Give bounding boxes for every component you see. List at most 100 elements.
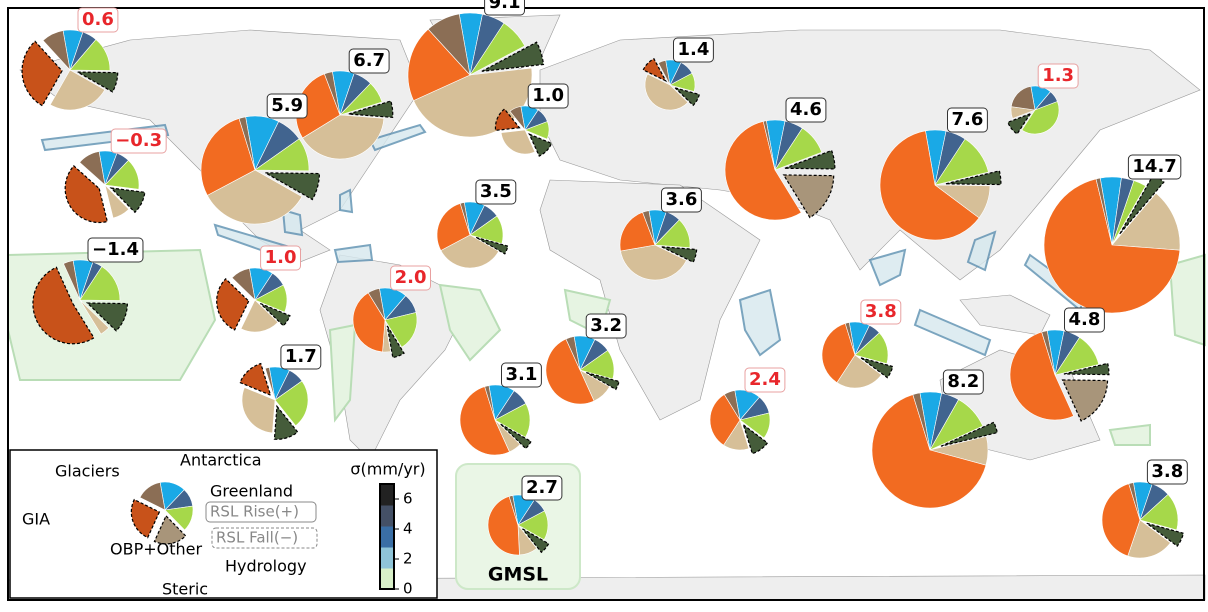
label-box <box>744 367 786 393</box>
pie-label: 2.0 <box>390 265 431 291</box>
pie-label: 3.8 <box>1146 459 1188 485</box>
label-box <box>585 313 627 339</box>
pie-slice <box>42 30 71 71</box>
pie-slice <box>273 404 299 440</box>
pie-slice <box>241 387 276 434</box>
pie-slice <box>63 260 81 301</box>
pie-slice <box>104 159 140 190</box>
pie-slice <box>742 423 769 455</box>
pie-value-label: 6.7 <box>353 50 385 71</box>
pie-value-label: 0.6 <box>82 9 114 30</box>
pie-slice <box>254 138 310 172</box>
pie-label: 4.8 <box>1064 307 1105 333</box>
label-box <box>673 37 714 63</box>
pie-slice <box>1010 86 1036 111</box>
pie-value-label: 9.1 <box>489 0 521 13</box>
label-box <box>484 0 525 16</box>
pie-slice <box>644 73 689 111</box>
pie-label: 1.7 <box>280 344 322 370</box>
pie-label: 0.6 <box>77 7 119 33</box>
pie-slice <box>323 71 341 116</box>
pie-slice <box>545 338 595 405</box>
frame <box>7 7 1205 601</box>
pie-label: 6.7 <box>348 48 390 74</box>
pie-slice <box>1041 330 1056 376</box>
pie-slice <box>620 244 687 281</box>
pie-slice <box>509 106 526 131</box>
colorbar-title: σ(mm/yr) <box>350 460 425 479</box>
pie-slice <box>240 299 279 333</box>
pie-slice <box>265 172 321 201</box>
pie-slice <box>940 421 999 447</box>
pie-slice <box>661 246 698 263</box>
pie-value-label: 4.6 <box>790 99 822 120</box>
pie-value-label: 3.8 <box>865 301 897 322</box>
legend-label: GIA <box>22 510 50 529</box>
pie-slice <box>49 69 106 111</box>
pie-slice <box>367 288 386 321</box>
label-box <box>501 362 542 388</box>
pie-slice <box>139 482 166 511</box>
pie-value-label: 1.0 <box>532 85 564 106</box>
pie-label: 9.1 <box>484 0 525 16</box>
pie-label: 2.7 <box>521 475 563 501</box>
pie-slice <box>821 323 856 384</box>
legend-rise: RSL Rise(+) <box>210 503 299 521</box>
pie-slice <box>1127 519 1171 559</box>
pie-slice <box>522 528 550 554</box>
label-box <box>1127 154 1182 180</box>
gmsl-title: GMSL <box>488 564 548 586</box>
pie-slice <box>259 302 291 327</box>
colorbar-frame <box>379 483 395 590</box>
pie-slice <box>1054 336 1100 376</box>
colorbar-band <box>380 547 394 569</box>
pie-slice <box>836 354 882 389</box>
pie-value-label: 3.5 <box>480 181 512 202</box>
pie-slice <box>348 100 394 119</box>
pie-slice <box>440 234 500 269</box>
rise-box <box>205 501 317 523</box>
pie-slice <box>934 138 989 186</box>
pie-slice <box>254 284 288 313</box>
pie-value-label: 1.3 <box>1042 65 1074 86</box>
pie-slice <box>494 108 521 132</box>
pie-value-label: 8.2 <box>947 371 979 392</box>
label-box <box>260 245 301 271</box>
pie-slice <box>469 22 526 76</box>
colorbar-band <box>380 505 394 527</box>
pie-slice <box>774 127 823 171</box>
pie-slice <box>724 121 802 221</box>
colorbar-tick-label: 4 <box>403 520 413 538</box>
pie-label: 3.6 <box>661 187 702 213</box>
label-box <box>521 475 563 501</box>
pie-slice <box>782 174 835 219</box>
pie-slice <box>436 203 471 251</box>
pie-slice <box>109 187 146 214</box>
pie-slice <box>1111 192 1181 251</box>
pie-label: 3.5 <box>475 179 517 205</box>
pie-slice <box>32 266 95 345</box>
label-box <box>1037 63 1079 89</box>
pie-slice <box>524 121 550 140</box>
pie-slice <box>1063 362 1110 376</box>
legend-label: OBP+Other <box>110 540 202 559</box>
pie-value-label: 1.7 <box>285 346 317 367</box>
pie-slice <box>1128 482 1141 521</box>
pie-value-label: 2.0 <box>395 267 427 288</box>
pie-slice <box>206 169 303 225</box>
pie-slice <box>871 394 987 509</box>
pie-slice <box>945 170 1002 186</box>
pie-slice <box>579 349 615 380</box>
pie-slice <box>1061 379 1109 422</box>
pie-slice <box>723 390 741 421</box>
pie-slice <box>654 219 691 249</box>
legend-label: Steric <box>162 580 208 599</box>
pie-slice <box>517 510 549 541</box>
pie-slice <box>384 312 418 348</box>
legend-fall: RSL Fall(−) <box>216 529 298 547</box>
colorbar-band <box>380 484 394 506</box>
label-box <box>280 344 322 370</box>
fall-box <box>211 527 318 549</box>
pie-slice <box>619 211 656 252</box>
